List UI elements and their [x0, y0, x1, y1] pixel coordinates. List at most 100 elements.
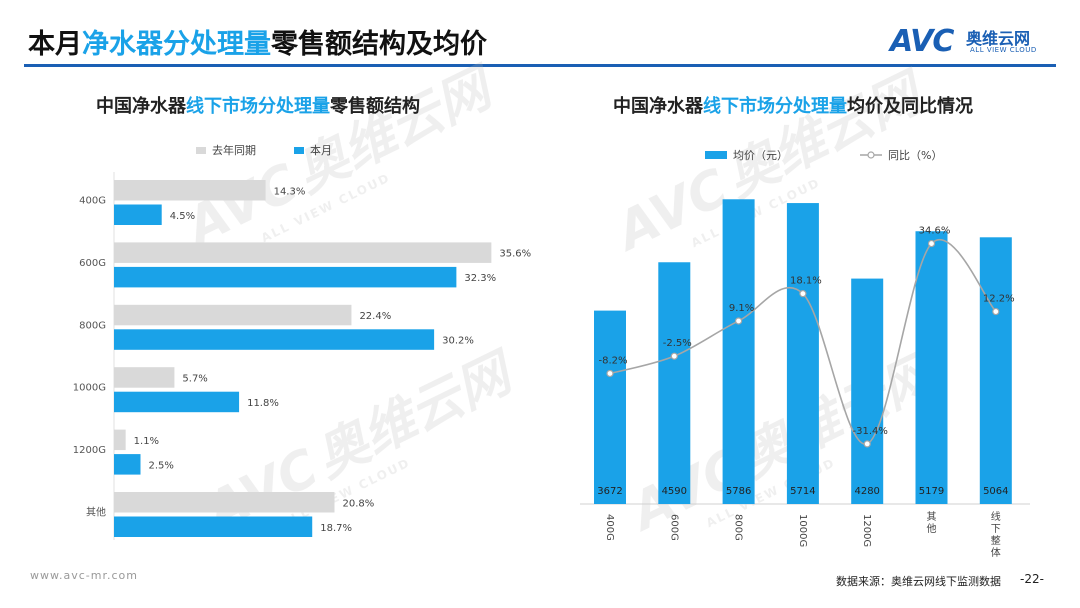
yoy-data-label: -8.2% — [598, 355, 627, 366]
page-title-prefix: 本月 — [28, 29, 82, 60]
bar-this-month — [114, 266, 457, 288]
footer-url[interactable]: www.avc-mr.com — [30, 569, 138, 582]
data-source: 数据来源：奥维云网线下监测数据 — [836, 575, 1001, 588]
price-data-label: 4280 — [854, 486, 879, 497]
right-chart-title-prefix: 中国净水器 — [613, 96, 703, 117]
price-bar — [658, 262, 691, 504]
price-data-label: 5786 — [726, 486, 751, 497]
page-number: -22- — [1020, 572, 1044, 586]
price-bar — [786, 203, 819, 504]
price-bar — [979, 237, 1012, 504]
price-bar — [851, 278, 884, 504]
category-label: 800G — [79, 320, 106, 331]
left-bar-chart: 400G 14.3% 4.5% 600G 35.6% 32.3% 800G 22.4% 30.2… — [73, 172, 531, 540]
bar-data-label: 22.4% — [359, 311, 391, 322]
price-bar — [915, 231, 948, 505]
yoy-data-label: 9.1% — [729, 303, 754, 314]
bar-data-label: 20.8% — [342, 498, 374, 509]
price-data-label: 5714 — [790, 486, 815, 497]
yoy-data-label: 18.1% — [790, 276, 822, 287]
category-label: 下 — [991, 524, 1001, 535]
bar-data-label: 5.7% — [182, 373, 207, 384]
avc-logo: AVC 奥维云网 ALL VIEW CLOUD — [890, 24, 1060, 59]
bar-data-label: 32.3% — [464, 273, 496, 284]
right-combo-chart: 3672 400G 4590 600G 5786 800G 5714 1000G 4280 120… — [580, 199, 1030, 559]
legend-label-yoy: 同比（%） — [888, 149, 943, 162]
category-label: 体 — [991, 547, 1001, 559]
legend-line-marker-icon — [860, 151, 882, 159]
category-label: 600G — [668, 514, 679, 541]
category-label: 其 — [927, 511, 937, 523]
yoy-point — [670, 352, 678, 360]
bar-last-year — [114, 304, 352, 326]
bar-data-label: 35.6% — [499, 249, 531, 260]
price-bar — [594, 310, 626, 504]
bar-last-year — [114, 242, 492, 263]
bar-last-year — [114, 367, 175, 388]
left-chart-title-highlight: 线下市场分处理量 — [186, 96, 330, 117]
bar-data-label: 2.5% — [149, 460, 174, 471]
category-label: 400G — [604, 514, 615, 541]
legend-swatch-this-month — [294, 146, 304, 154]
legend-swatch-price — [705, 151, 727, 159]
left-chart-title-prefix: 中国净水器 — [96, 96, 186, 117]
category-label: 400G — [79, 196, 106, 207]
category-label: 其他 — [86, 506, 106, 519]
category-label: 1200G — [861, 514, 872, 547]
logo-en-text: ALL VIEW CLOUD — [970, 46, 1037, 54]
price-data-label: 5179 — [919, 486, 944, 497]
yoy-data-label: 12.2% — [983, 294, 1015, 305]
page-title: 本月净水器分处理量零售额结构及均价 — [28, 22, 487, 61]
category-label: 800G — [733, 514, 744, 541]
category-label: 整 — [991, 534, 1001, 547]
bar-data-label: 18.7% — [320, 523, 352, 534]
legend-label-this-month: 本月 — [310, 144, 332, 157]
bar-last-year — [114, 429, 126, 451]
legend-swatch-last-year — [196, 146, 206, 154]
category-label: 线 — [991, 510, 1001, 523]
yoy-point — [735, 317, 743, 325]
price-data-label: 5064 — [983, 486, 1008, 497]
right-chart-legend: 均价（元） 同比（%） — [705, 147, 942, 163]
legend-label-last-year: 去年同期 — [212, 144, 256, 157]
yoy-point — [863, 440, 871, 448]
page-title-suffix: 零售额结构及均价 — [271, 29, 487, 60]
page-title-highlight: 净水器分处理量 — [82, 29, 271, 60]
legend-label-price: 均价（元） — [733, 149, 788, 162]
bar-data-label: 14.3% — [274, 186, 306, 197]
category-label: 1200G — [73, 445, 106, 456]
category-label: 1000G — [797, 514, 808, 547]
bar-this-month — [114, 391, 240, 413]
yoy-data-label: 34.6% — [919, 226, 951, 237]
bar-this-month — [114, 204, 162, 225]
right-chart-title-suffix: 均价及同比情况 — [847, 96, 973, 117]
bar-this-month — [114, 329, 435, 350]
left-chart-title-suffix: 零售额结构 — [330, 96, 420, 117]
bar-data-label: 4.5% — [170, 211, 195, 222]
bar-last-year — [114, 492, 335, 513]
yoy-data-label: -31.4% — [853, 426, 888, 437]
category-label: 他 — [927, 522, 937, 535]
bar-this-month — [114, 516, 313, 537]
bar-this-month — [114, 454, 141, 475]
bar-data-label: 1.1% — [134, 436, 159, 447]
yoy-point — [606, 369, 614, 378]
bar-data-label: 11.8% — [247, 398, 279, 409]
right-chart-title-highlight: 线下市场分处理量 — [703, 96, 847, 117]
header-divider — [24, 64, 1056, 67]
right-chart-title: 中国净水器线下市场分处理量均价及同比情况 — [613, 92, 973, 118]
yoy-point — [927, 239, 936, 248]
left-chart-legend: 去年同期 本月 — [196, 142, 332, 158]
yoy-data-label: -2.5% — [663, 338, 692, 349]
bar-data-label: 30.2% — [442, 336, 474, 347]
price-bar — [722, 199, 755, 504]
bar-last-year — [114, 180, 266, 201]
yoy-point — [799, 290, 807, 298]
category-label: 600G — [79, 258, 106, 269]
category-label: 1000G — [73, 383, 106, 394]
yoy-point — [992, 307, 1000, 316]
price-data-label: 4590 — [662, 486, 687, 497]
left-chart-title: 中国净水器线下市场分处理量零售额结构 — [96, 92, 420, 118]
price-data-label: 3672 — [597, 486, 622, 497]
logo-cn-text: 奥维云网 — [966, 29, 1031, 48]
